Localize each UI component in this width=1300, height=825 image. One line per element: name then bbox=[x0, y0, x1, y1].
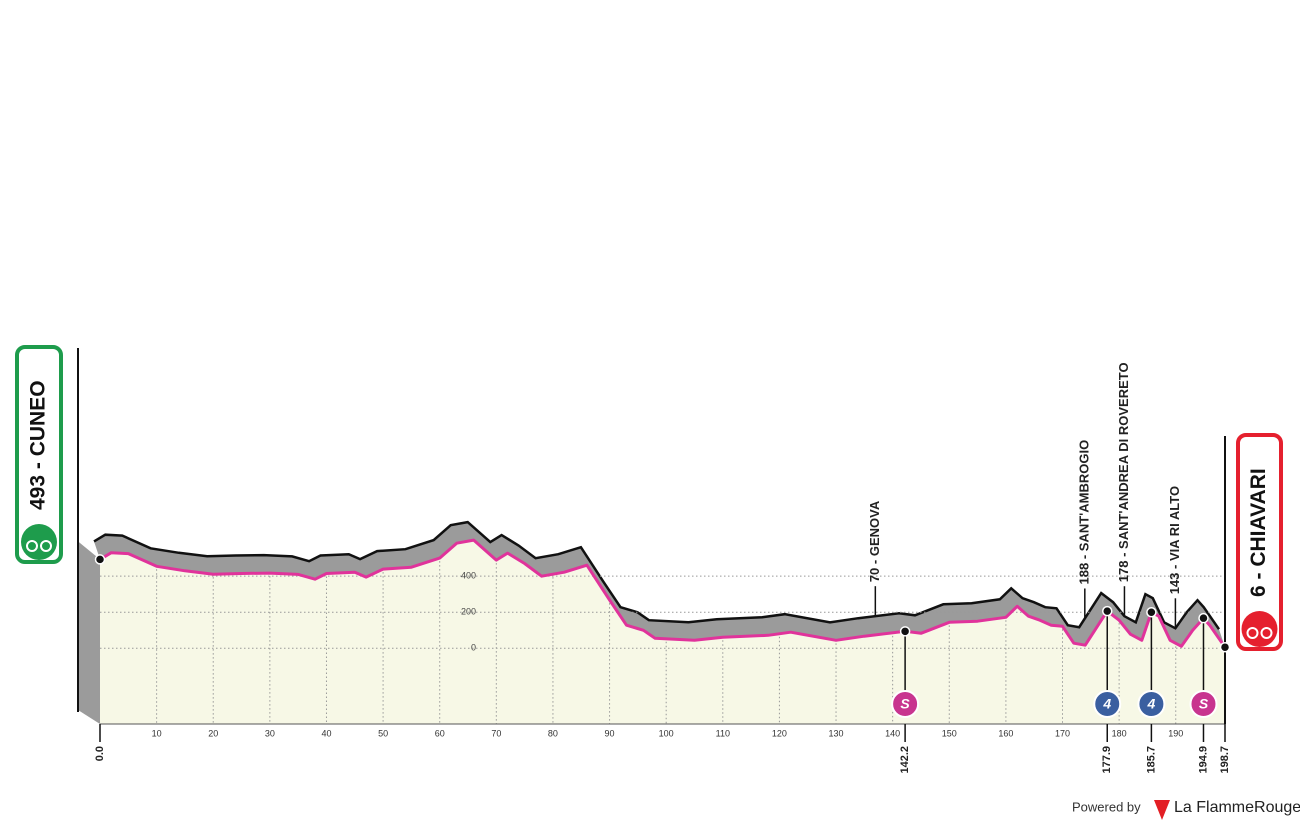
profile-top-edge bbox=[93, 520, 1221, 630]
distance-label: 177.9 bbox=[1101, 746, 1113, 774]
x-tick-label: 30 bbox=[265, 728, 275, 738]
point-icon-label: 4 bbox=[1102, 696, 1111, 712]
distance-label: 0.0 bbox=[94, 746, 106, 761]
x-tick-label: 20 bbox=[208, 728, 218, 738]
distance-label: 198.7 bbox=[1219, 746, 1231, 774]
profile-line bbox=[99, 538, 1227, 649]
profile-area bbox=[100, 540, 1225, 724]
brand-logo bbox=[1154, 800, 1170, 820]
badge-icon bbox=[21, 524, 57, 560]
x-tick-label: 150 bbox=[942, 728, 957, 738]
point-icon bbox=[1093, 690, 1122, 718]
badge-icon-wheel bbox=[40, 540, 52, 552]
point-icon bbox=[891, 690, 920, 718]
badge-icon-wheel bbox=[1260, 627, 1273, 639]
annotation-text: 143 - VIA RI ALTO bbox=[1167, 486, 1182, 594]
x-tick-label: 90 bbox=[605, 728, 615, 738]
point-dot bbox=[1146, 606, 1157, 618]
x-tick-label: 120 bbox=[772, 728, 787, 738]
finish-dot bbox=[1219, 641, 1231, 653]
x-tick-label: 40 bbox=[321, 728, 331, 738]
distance-label: 194.9 bbox=[1197, 746, 1209, 774]
x-tick-label: 130 bbox=[829, 728, 844, 738]
x-tick-label: 110 bbox=[716, 728, 730, 738]
badge-icon-wheel bbox=[26, 540, 38, 552]
y-tick-label: 400 bbox=[461, 571, 476, 581]
x-tick-label: 100 bbox=[659, 728, 674, 738]
start-dot bbox=[94, 554, 106, 565]
start-wall bbox=[78, 541, 100, 724]
point-icon-label: S bbox=[900, 696, 910, 712]
distance-label: 142.2 bbox=[899, 746, 911, 774]
badge-icon-wheel bbox=[1246, 627, 1259, 639]
x-tick-label: 50 bbox=[378, 728, 388, 738]
y-tick-label: 200 bbox=[461, 607, 476, 617]
y-tick-label: 0 bbox=[471, 643, 476, 653]
powered-by: Powered by bbox=[1072, 799, 1141, 814]
point-icon bbox=[1189, 690, 1218, 718]
badge-label: 493 - CUNEO bbox=[27, 380, 50, 510]
x-tick-label: 10 bbox=[152, 728, 162, 738]
badge-icon bbox=[1241, 611, 1278, 647]
point-dot bbox=[899, 626, 911, 637]
profile-side bbox=[94, 522, 1225, 648]
annotation-text: 188 - SANT'AMBROGIO bbox=[1076, 440, 1091, 585]
annotation-text: 178 - SANT'ANDREA DI ROVERETO bbox=[1116, 362, 1131, 582]
x-tick-label: 80 bbox=[548, 728, 558, 738]
x-tick-label: 160 bbox=[998, 728, 1013, 738]
x-tick-label: 190 bbox=[1168, 728, 1183, 738]
x-tick-label: 180 bbox=[1112, 728, 1127, 738]
badge bbox=[15, 345, 63, 564]
x-tick-label: 70 bbox=[491, 728, 501, 738]
point-icon bbox=[1137, 690, 1166, 718]
x-tick-label: 60 bbox=[435, 728, 445, 738]
point-dot bbox=[1101, 605, 1113, 617]
brand: La FlammeRouge bbox=[1174, 799, 1300, 816]
badge bbox=[1236, 433, 1283, 651]
point-dot bbox=[1198, 612, 1209, 624]
x-tick-label: 170 bbox=[1055, 728, 1070, 738]
annotation-text: 70 - GENOVA bbox=[867, 500, 882, 582]
point-icon-label: 4 bbox=[1146, 696, 1155, 712]
point-icon-label: S bbox=[1199, 696, 1209, 712]
badge-label: 6 - CHIAVARI bbox=[1247, 468, 1270, 597]
x-tick-label: 140 bbox=[885, 728, 900, 738]
distance-label: 185.7 bbox=[1145, 746, 1157, 774]
